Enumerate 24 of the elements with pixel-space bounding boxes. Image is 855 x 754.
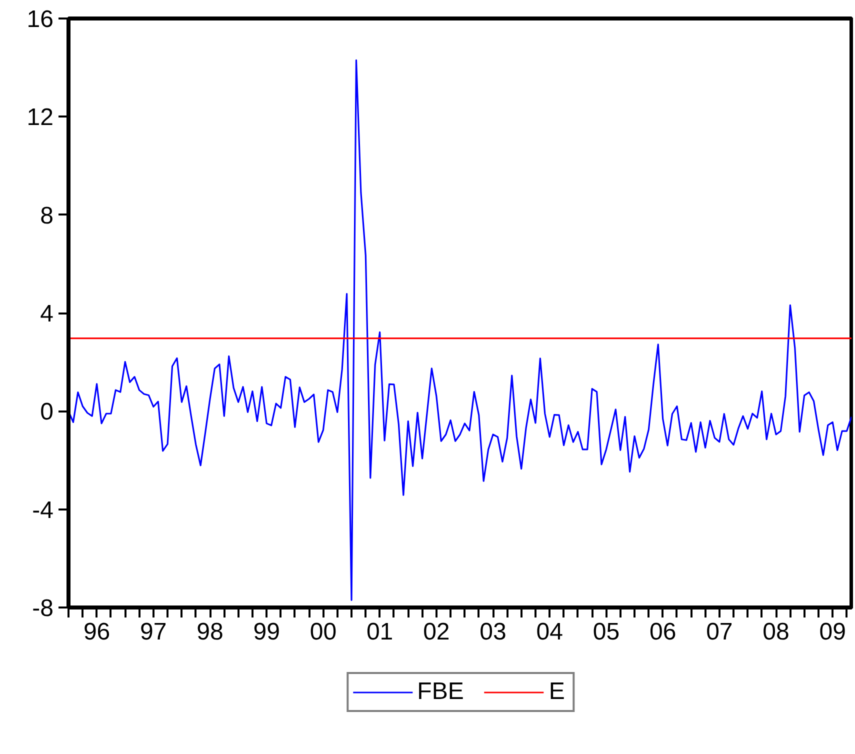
x-tick-label: 07 <box>706 618 733 646</box>
line-series <box>68 59 852 601</box>
x-tick-label: 05 <box>592 618 620 646</box>
x-tick-label: 00 <box>310 618 337 646</box>
x-tick-label: 06 <box>649 618 676 646</box>
legend-label: FBE <box>417 678 464 706</box>
x-tick-label: 97 <box>140 618 167 646</box>
y-tick-label: 8 <box>40 202 54 230</box>
x-tick-label: 02 <box>423 618 450 646</box>
y-tick-label: -8 <box>32 595 54 622</box>
x-tick-label: 09 <box>819 618 846 646</box>
x-tick-label: 03 <box>480 618 506 646</box>
y-tick-label: 0 <box>40 398 54 426</box>
y-tick-label: 4 <box>40 300 54 328</box>
x-tick-label: 96 <box>83 618 110 646</box>
x-tick-label: 98 <box>196 618 224 646</box>
x-tick-label: 01 <box>366 618 394 646</box>
y-tick-label: -4 <box>32 496 54 524</box>
x-tick-label: 99 <box>253 618 280 646</box>
y-tick-label: 16 <box>26 6 54 33</box>
y-tick-label: 12 <box>26 104 54 132</box>
legend-label: E <box>548 678 566 706</box>
x-tick-label: 04 <box>536 618 563 646</box>
x-tick-label: 08 <box>762 618 790 646</box>
